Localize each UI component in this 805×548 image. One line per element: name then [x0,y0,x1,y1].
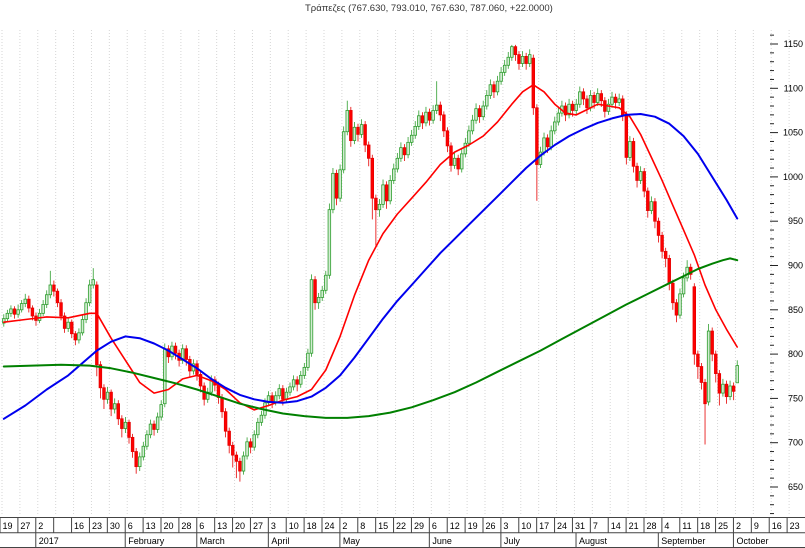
x-axis-week-label: 24 [557,521,567,531]
x-axis-week-label: 15 [378,521,388,531]
candlesticks [2,44,739,482]
chart-title: Τράπεζες (767.630, 793.010, 767.630, 787… [305,3,553,14]
x-axis-week-label: 31 [575,521,585,531]
x-axis-week-label: 18 [307,521,317,531]
x-axis-week-label: 28 [647,521,657,531]
y-axis-label: 700 [788,438,803,448]
x-axis-month-label: March [200,536,225,546]
x-axis-week-label: 23 [790,521,800,531]
x-axis-week-label: 12 [450,521,460,531]
x-axis-month-label: April [271,536,289,546]
ma-fast-red [2,84,739,411]
x-axis-week-label: 2 [38,521,43,531]
x-axis-week-label: 13 [146,521,156,531]
x-axis-week-label: 21 [629,521,639,531]
x-axis-month-label: 2017 [39,536,59,546]
ma-slow-green [2,257,739,419]
x-axis-week-label: 3 [271,521,276,531]
x-axis-week-label: 14 [611,521,621,531]
x-axis-week-label: 24 [325,521,335,531]
y-axis-label: 1150 [784,39,803,49]
x-axis-week-label: 3 [503,521,508,531]
x-axis-week-label: 6 [128,521,133,531]
y-axis-label: 850 [788,305,803,315]
y-axis: 650 700 750 800 850 900 950 1000 1050 1100 1150 [770,34,803,515]
x-axis-week-label: 28 [181,521,191,531]
y-axis-label: 1050 [783,128,803,138]
y-axis-label: 950 [788,216,803,226]
ma-medium-blue [2,113,739,420]
gridlines [1,30,790,516]
x-axis-week-label: 6 [432,521,437,531]
y-axis-label: 650 [788,482,803,492]
x-axis-week-label: 20 [164,521,174,531]
x-axis-week-label: 2 [736,521,741,531]
x-axis-week-label: 23 [92,521,102,531]
x-axis-week-label: 16 [772,521,782,531]
x-axis-week-label: 27 [253,521,263,531]
y-axis-label: 1100 [784,83,803,93]
x-axis-week-label: 7 [593,521,598,531]
y-axis-label: 900 [788,261,803,271]
x-axis-week-label: 6 [199,521,204,531]
x-axis-week-label: 10 [521,521,531,531]
x-axis-week-label: 30 [110,521,120,531]
x-axis-month-label: May [343,536,361,546]
x-axis-week-label: 19 [468,521,478,531]
x-axis-week-label: 27 [20,521,30,531]
x-axis-week-label: 25 [718,521,728,531]
x-axis-week-label: 10 [289,521,299,531]
x-axis-month-label: October [736,536,768,546]
y-axis-label: 1000 [783,172,803,182]
x-axis-month-label: June [432,536,452,546]
x-axis-week-label: 29 [414,521,424,531]
x-axis-week-label: 4 [664,521,669,531]
x-axis-month-label: February [128,536,165,546]
x-axis-week-label: 19 [3,521,13,531]
x-axis-month-label: July [504,536,521,546]
x-axis-week-label: 18 [700,521,710,531]
x-axis-month-label: September [661,536,705,546]
x-axis-week-label: 26 [486,521,496,531]
x-axis-week-label: 22 [396,521,406,531]
y-axis-label: 750 [788,393,803,403]
x-axis-week-label: 16 [74,521,84,531]
x-axis-week-label: 13 [217,521,227,531]
x-axis-week-label: 8 [360,521,365,531]
x-axis-week-label: 20 [235,521,245,531]
x-axis-strip: 19 27 2 16 23 30 6 13 20 28 6 13 20 27 3 10 18 24 2 8 15 22 29… [0,517,805,548]
x-axis-week-label: 9 [754,521,759,531]
x-axis-week-label: 2 [342,521,347,531]
x-axis-week-label: 17 [539,521,549,531]
x-axis-month-label: August [579,536,608,546]
y-axis-label: 800 [788,349,803,359]
x-axis-week-label: 11 [682,521,691,531]
